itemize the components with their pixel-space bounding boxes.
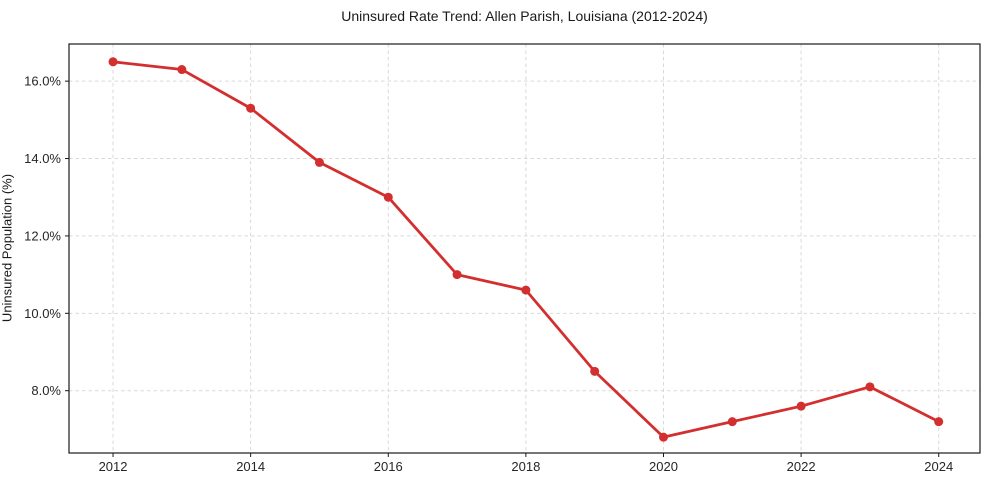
y-tick-label: 12.0% — [24, 228, 61, 243]
data-point — [452, 270, 462, 280]
data-point — [658, 432, 668, 442]
data-point — [934, 417, 944, 427]
data-point — [314, 157, 324, 167]
plot-background — [69, 44, 980, 453]
data-point — [246, 103, 256, 113]
y-tick-label: 10.0% — [24, 306, 61, 321]
data-point — [383, 192, 393, 202]
y-tick-label: 16.0% — [24, 74, 61, 89]
chart-title: Uninsured Rate Trend: Allen Parish, Loui… — [341, 8, 708, 24]
data-point — [727, 417, 737, 427]
x-tick-label: 2016 — [374, 459, 403, 474]
x-tick-label: 2012 — [99, 459, 128, 474]
y-tick-label: 14.0% — [24, 151, 61, 166]
data-point — [590, 366, 600, 376]
data-point — [521, 285, 531, 295]
x-tick-label: 2018 — [511, 459, 540, 474]
x-tick-label: 2014 — [236, 459, 265, 474]
y-tick-label: 8.0% — [31, 383, 61, 398]
data-point — [177, 65, 187, 75]
x-tick-label: 2020 — [649, 459, 678, 474]
data-point — [108, 57, 118, 67]
x-tick-label: 2022 — [787, 459, 816, 474]
x-tick-label: 2024 — [924, 459, 953, 474]
data-point — [796, 401, 806, 411]
data-point — [865, 382, 875, 392]
plot-border — [68, 43, 981, 454]
